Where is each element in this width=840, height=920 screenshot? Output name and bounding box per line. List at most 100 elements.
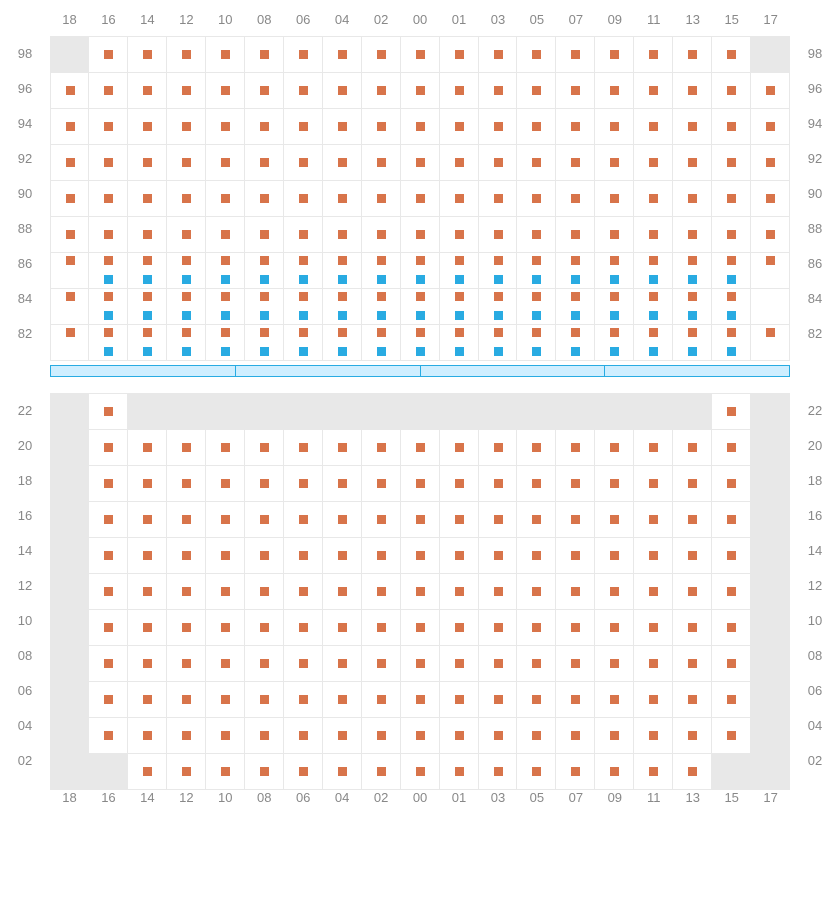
seat-cell[interactable] bbox=[284, 610, 323, 645]
seat-cell[interactable] bbox=[245, 466, 284, 501]
seat-cell[interactable] bbox=[128, 289, 167, 324]
seat-cell[interactable] bbox=[712, 466, 751, 501]
seat-cell[interactable] bbox=[323, 538, 362, 573]
seat-cell[interactable] bbox=[362, 181, 401, 216]
seat-cell[interactable] bbox=[362, 538, 401, 573]
seat-cell[interactable] bbox=[479, 181, 518, 216]
seat-cell[interactable] bbox=[284, 394, 323, 429]
seat-cell[interactable] bbox=[440, 538, 479, 573]
seat-cell[interactable] bbox=[128, 73, 167, 108]
seat-cell[interactable] bbox=[595, 574, 634, 609]
seat-cell[interactable] bbox=[634, 430, 673, 465]
seat-cell[interactable] bbox=[245, 646, 284, 681]
seat-cell[interactable] bbox=[401, 73, 440, 108]
seat-cell[interactable] bbox=[50, 289, 89, 324]
seat-cell[interactable] bbox=[284, 253, 323, 288]
seat-cell[interactable] bbox=[634, 754, 673, 789]
seat-cell[interactable] bbox=[50, 754, 89, 789]
seat-cell[interactable] bbox=[595, 37, 634, 72]
seat-cell[interactable] bbox=[440, 325, 479, 360]
seat-cell[interactable] bbox=[751, 502, 790, 537]
seat-cell[interactable] bbox=[167, 682, 206, 717]
seat-cell[interactable] bbox=[401, 289, 440, 324]
seat-cell[interactable] bbox=[362, 289, 401, 324]
seat-cell[interactable] bbox=[634, 646, 673, 681]
seat-cell[interactable] bbox=[128, 646, 167, 681]
seat-cell[interactable] bbox=[673, 145, 712, 180]
seat-cell[interactable] bbox=[751, 538, 790, 573]
seat-cell[interactable] bbox=[167, 109, 206, 144]
seat-cell[interactable] bbox=[284, 502, 323, 537]
seat-cell[interactable] bbox=[751, 430, 790, 465]
seat-cell[interactable] bbox=[89, 181, 128, 216]
seat-cell[interactable] bbox=[479, 574, 518, 609]
seat-cell[interactable] bbox=[245, 430, 284, 465]
seat-cell[interactable] bbox=[440, 682, 479, 717]
seat-cell[interactable] bbox=[50, 646, 89, 681]
seat-cell[interactable] bbox=[284, 73, 323, 108]
seat-cell[interactable] bbox=[556, 109, 595, 144]
seat-cell[interactable] bbox=[440, 430, 479, 465]
seat-cell[interactable] bbox=[595, 325, 634, 360]
seat-cell[interactable] bbox=[245, 289, 284, 324]
seat-cell[interactable] bbox=[751, 289, 790, 324]
seat-cell[interactable] bbox=[517, 718, 556, 753]
seat-cell[interactable] bbox=[362, 253, 401, 288]
seat-cell[interactable] bbox=[167, 610, 206, 645]
seat-cell[interactable] bbox=[751, 145, 790, 180]
seat-cell[interactable] bbox=[128, 181, 167, 216]
seat-cell[interactable] bbox=[556, 610, 595, 645]
seat-cell[interactable] bbox=[128, 217, 167, 252]
seat-cell[interactable] bbox=[634, 289, 673, 324]
seat-cell[interactable] bbox=[673, 325, 712, 360]
seat-cell[interactable] bbox=[673, 646, 712, 681]
seat-cell[interactable] bbox=[712, 181, 751, 216]
seat-cell[interactable] bbox=[517, 430, 556, 465]
seat-cell[interactable] bbox=[751, 718, 790, 753]
seat-cell[interactable] bbox=[634, 538, 673, 573]
seat-cell[interactable] bbox=[245, 394, 284, 429]
seat-cell[interactable] bbox=[673, 73, 712, 108]
seat-cell[interactable] bbox=[595, 466, 634, 501]
seat-cell[interactable] bbox=[50, 538, 89, 573]
seat-cell[interactable] bbox=[401, 754, 440, 789]
seat-cell[interactable] bbox=[245, 37, 284, 72]
seat-cell[interactable] bbox=[712, 253, 751, 288]
seat-cell[interactable] bbox=[89, 574, 128, 609]
seat-cell[interactable] bbox=[634, 574, 673, 609]
seat-cell[interactable] bbox=[50, 217, 89, 252]
seat-cell[interactable] bbox=[401, 646, 440, 681]
seat-cell[interactable] bbox=[89, 610, 128, 645]
seat-cell[interactable] bbox=[89, 538, 128, 573]
seat-cell[interactable] bbox=[245, 682, 284, 717]
seat-cell[interactable] bbox=[284, 754, 323, 789]
seat-cell[interactable] bbox=[517, 610, 556, 645]
seat-cell[interactable] bbox=[712, 109, 751, 144]
seat-cell[interactable] bbox=[517, 466, 556, 501]
seat-cell[interactable] bbox=[673, 37, 712, 72]
seat-cell[interactable] bbox=[595, 682, 634, 717]
seat-cell[interactable] bbox=[245, 145, 284, 180]
seat-cell[interactable] bbox=[206, 325, 245, 360]
seat-cell[interactable] bbox=[634, 253, 673, 288]
seat-cell[interactable] bbox=[479, 538, 518, 573]
seat-cell[interactable] bbox=[284, 718, 323, 753]
seat-cell[interactable] bbox=[206, 574, 245, 609]
seat-cell[interactable] bbox=[751, 253, 790, 288]
seat-cell[interactable] bbox=[401, 430, 440, 465]
seat-cell[interactable] bbox=[128, 718, 167, 753]
seat-cell[interactable] bbox=[323, 73, 362, 108]
seat-cell[interactable] bbox=[712, 754, 751, 789]
seat-cell[interactable] bbox=[440, 253, 479, 288]
seat-cell[interactable] bbox=[50, 430, 89, 465]
seat-cell[interactable] bbox=[362, 430, 401, 465]
seat-cell[interactable] bbox=[284, 181, 323, 216]
seat-cell[interactable] bbox=[440, 502, 479, 537]
seat-cell[interactable] bbox=[50, 109, 89, 144]
seat-cell[interactable] bbox=[517, 682, 556, 717]
seat-cell[interactable] bbox=[673, 109, 712, 144]
seat-cell[interactable] bbox=[556, 502, 595, 537]
seat-cell[interactable] bbox=[556, 289, 595, 324]
seat-cell[interactable] bbox=[245, 538, 284, 573]
seat-cell[interactable] bbox=[440, 181, 479, 216]
